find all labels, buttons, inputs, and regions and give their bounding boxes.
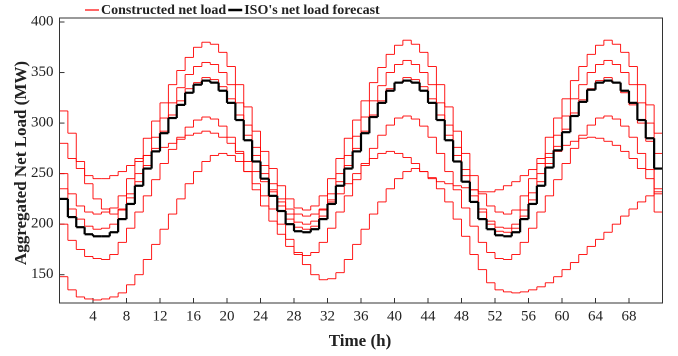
x-tick-label: 24 [253,308,269,324]
legend-label: Constructed net load [101,3,226,18]
x-tick-label: 48 [454,308,469,324]
x-tick-label: 20 [220,308,235,324]
x-tick-label: 36 [354,308,370,324]
y-axis-label: Aggregated Net Load (MW) [11,61,30,265]
x-tick-label: 64 [588,308,604,324]
x-tick-label: 8 [123,308,131,324]
plot-frame [59,17,663,304]
x-tick-label: 32 [320,308,335,324]
y-tick-label: 400 [31,13,54,29]
x-tick-label: 52 [488,308,503,324]
x-axis-label: Time (h) [329,331,392,350]
y-tick-label: 300 [31,115,54,131]
x-tick-label: 16 [186,308,202,324]
legend-label: ISO's net load forecast [244,3,380,18]
x-tick-label: 60 [555,308,570,324]
x-tick-label: 28 [287,308,302,324]
y-tick-label: 250 [31,165,54,181]
x-tick-label: 68 [622,308,637,324]
x-tick-label: 4 [89,308,97,324]
x-tick-label: 12 [153,308,168,324]
y-tick-label: 150 [31,266,54,282]
y-tick-label: 350 [31,64,54,80]
x-tick-label: 40 [387,308,402,324]
y-tick-label: 200 [31,216,54,232]
x-tick-label: 44 [421,308,437,324]
x-tick-label: 56 [521,308,537,324]
